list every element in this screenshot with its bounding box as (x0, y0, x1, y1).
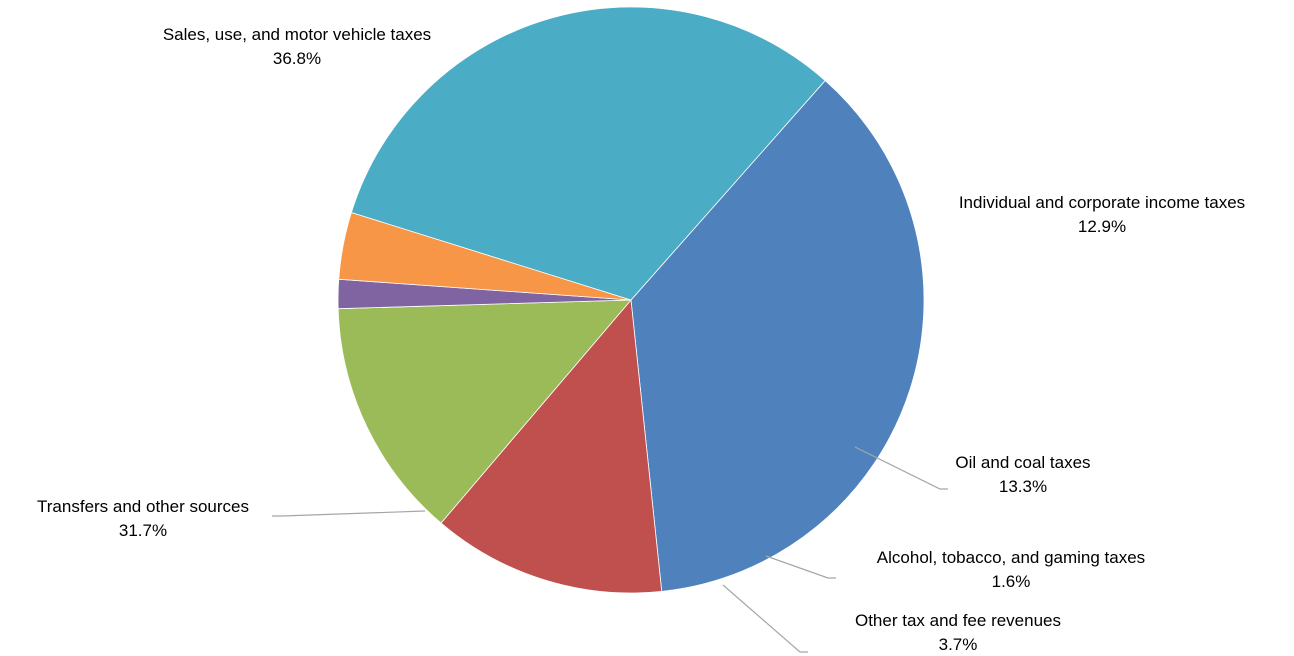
slice-label-3: Alcohol, tobacco, and gaming taxes (877, 548, 1145, 567)
pie-slice-1 (440, 299, 663, 594)
leader-line-4 (722, 584, 808, 653)
slice-value-label-1: 12.9% (1078, 217, 1126, 236)
leader-line-5 (272, 510, 426, 517)
slice-value-label-3: 1.6% (992, 572, 1031, 591)
pie-slices (337, 6, 925, 594)
pie-slice-0 (630, 79, 925, 592)
pie-slice-5 (350, 6, 826, 301)
slice-value-label-2: 13.3% (999, 477, 1047, 496)
data-labels: Sales, use, and motor vehicle taxes 36.8%… (37, 25, 1245, 654)
leader-lines (272, 446, 948, 653)
slice-label-5: Transfers and other sources (37, 497, 249, 516)
slice-value-label-4: 3.7% (939, 635, 978, 654)
slice-value-label-0: 36.8% (273, 49, 321, 68)
slice-label-0: Sales, use, and motor vehicle taxes (163, 25, 431, 44)
leader-line-3 (765, 555, 836, 579)
slice-label-2: Oil and coal taxes (955, 453, 1090, 472)
slice-label-4: Other tax and fee revenues (855, 611, 1061, 630)
slice-label-1: Individual and corporate income taxes (959, 193, 1245, 212)
slice-value-label-5: 31.7% (119, 521, 167, 540)
leader-line-2 (854, 446, 948, 490)
pie-slice-2 (337, 299, 632, 524)
